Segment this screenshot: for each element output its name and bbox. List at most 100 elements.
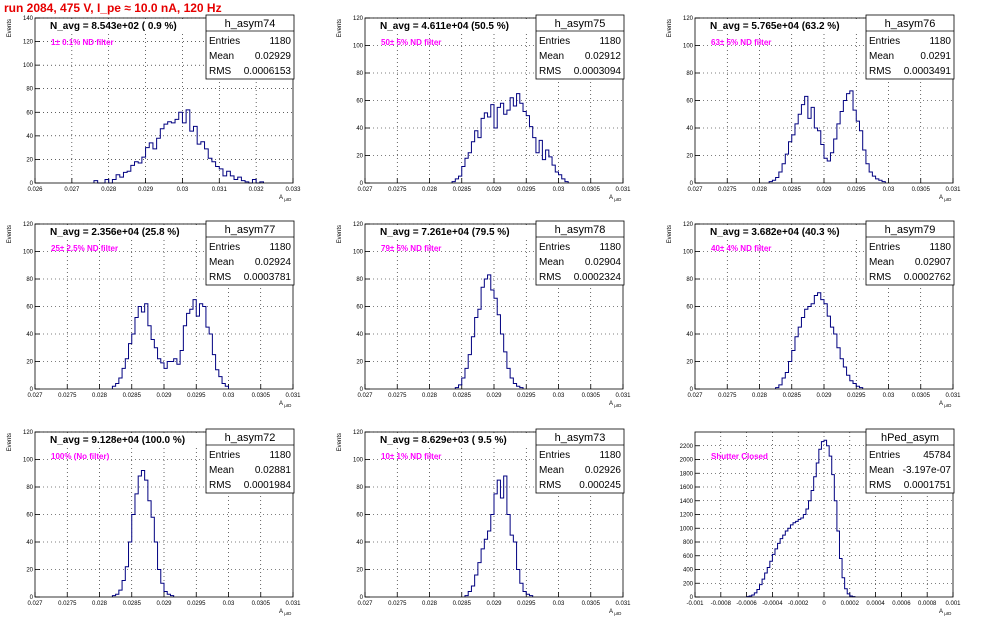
x-tick-label: 0.0295 (517, 393, 536, 399)
y-tick-label: 0 (690, 387, 694, 393)
plot-frame (364, 17, 624, 184)
mean-label: Mean (209, 465, 234, 476)
histogram-panel-h_asym78: 0.027 0.0275 0.028 0.0285 0.029 0.0295 0.03 0.0… (330, 220, 631, 424)
y-tick-label: 120 (23, 40, 34, 46)
histogram-panel-h_asym72: 0.027 0.0275 0.028 0.0285 0.029 0.0295 0.03 0.0… (0, 428, 301, 632)
y-tick-label: 40 (356, 126, 363, 132)
x-axis-label-main: A (279, 401, 283, 407)
navg-box (47, 433, 203, 446)
plot-area: 0.027 0.0275 0.028 0.0285 0.029 0.0295 0.03 0.0… (337, 220, 631, 408)
x-tick-label: 0.027 (64, 187, 80, 193)
y-tick-label: 20 (356, 568, 363, 574)
navg-label: N_avg = 2.356e+04 (25.8 %) (50, 227, 180, 238)
x-axis-label: A μID (609, 195, 622, 202)
x-axis-label: A μID (279, 609, 292, 616)
x-tick-label: 0.0285 (123, 393, 142, 399)
x-tick-label: 0.0305 (912, 187, 931, 193)
plot-frame (694, 17, 954, 184)
x-tick-label: 0.0305 (912, 393, 931, 399)
histogram-bars (746, 439, 856, 598)
y-tick-label: 800 (683, 540, 694, 546)
y-axis-label: Events (7, 225, 13, 243)
filter-annotation: 10± 1% ND filter (381, 452, 441, 461)
y-tick-label: 1400 (680, 499, 694, 505)
x-tick-label: 0.0275 (388, 187, 407, 193)
x-tick-label: 0.0305 (252, 601, 271, 607)
x-tick-label: 0.0275 (388, 601, 407, 607)
histogram-name: hPed_asym (881, 432, 939, 444)
y-tick-label: 0 (690, 181, 694, 187)
x-axis-label-sub: μID (613, 197, 622, 202)
mean-value: 0.02924 (255, 257, 292, 268)
x-axis-label-main: A (609, 401, 613, 407)
navg-label: N_avg = 8.543e+02 ( 0.9 %) (50, 21, 177, 32)
y-tick-label: 40 (26, 540, 33, 546)
x-tick-label: -0.0002 (788, 601, 809, 607)
x-tick-label: 0.03 (553, 393, 565, 399)
navg-label: N_avg = 7.261e+04 (79.5 %) (380, 227, 510, 238)
x-tick-label: 0.0295 (517, 601, 536, 607)
navg-box (377, 19, 533, 32)
y-tick-label: 400 (683, 568, 694, 574)
x-tick-label: 0.031 (945, 187, 961, 193)
y-tick-label: 100 (353, 44, 364, 50)
x-tick-label: 0.027 (357, 601, 373, 607)
x-tick-label: 0.0305 (582, 601, 601, 607)
histogram-bars (111, 470, 175, 597)
x-axis-label: A μID (609, 609, 622, 616)
x-tick-label: 0.026 (27, 187, 43, 193)
x-tick-label: 0.033 (285, 187, 301, 193)
x-tick-label: 0.0006 (892, 601, 911, 607)
y-axis-label: Events (337, 225, 343, 243)
mean-value: 0.02926 (585, 465, 622, 476)
x-tick-label: 0.0285 (123, 601, 142, 607)
y-tick-label: 20 (686, 360, 693, 366)
x-tick-label: 0.0002 (841, 601, 860, 607)
y-tick-label: 120 (683, 16, 694, 22)
y-tick-label: 60 (26, 305, 33, 311)
y-tick-label: 0 (360, 595, 364, 601)
x-axis-label-sub: μID (613, 611, 622, 616)
x-tick-label: -0.0004 (762, 601, 783, 607)
x-tick-label: 0.031 (615, 187, 631, 193)
x-tick-label: 0.031 (285, 601, 301, 607)
plot-area: 0.027 0.0275 0.028 0.0285 0.029 0.0295 0.03 0.0… (667, 220, 961, 408)
y-tick-label: 0 (30, 387, 34, 393)
y-tick-label: 0 (690, 595, 694, 601)
histogram-name: h_asym75 (555, 18, 606, 30)
entries-label: Entries (209, 36, 240, 47)
x-tick-label: 0.0295 (517, 187, 536, 193)
histogram-panel-h_asym73: 0.027 0.0275 0.028 0.0285 0.029 0.0295 0.03 0.0… (330, 428, 631, 632)
stats-box: h_asym73 Entries 1180 Mean 0.02926 RMS 0.00024… (535, 428, 625, 494)
x-tick-label: 0.03 (223, 601, 235, 607)
histogram-svg: 0.027 0.0275 0.028 0.0285 0.029 0.0295 0.03 0.0… (667, 14, 961, 202)
histogram-bars (111, 299, 229, 389)
y-tick-label: 60 (686, 99, 693, 105)
x-tick-label: 0.0295 (187, 601, 206, 607)
stats-frame (535, 14, 625, 80)
y-tick-label: 120 (23, 222, 34, 228)
mean-value: 0.02907 (915, 257, 952, 268)
mean-value: 0.02912 (585, 51, 622, 62)
rms-value: 0.0003094 (574, 66, 622, 77)
x-tick-label: 0.027 (687, 393, 703, 399)
plot-area: -0.001 -0.0008 -0.0006 -0.0004 -0.0002 0 0.000… (680, 428, 961, 616)
plot-frame (694, 223, 954, 390)
plot-frame (34, 17, 294, 184)
histogram-svg: 0.027 0.0275 0.028 0.0285 0.029 0.0295 0.03 0.0… (337, 14, 631, 202)
entries-value: 1180 (599, 36, 621, 47)
histogram-bars (93, 109, 265, 184)
histogram-svg: 0.027 0.0275 0.028 0.0285 0.029 0.0295 0.03 0.0… (667, 220, 961, 408)
stats-frame (205, 428, 295, 494)
y-tick-label: 20 (26, 568, 33, 574)
plot-area: 0.027 0.0275 0.028 0.0285 0.029 0.0295 0.03 0.0… (337, 428, 631, 616)
histogram-panel-h_asym75: 0.027 0.0275 0.028 0.0285 0.029 0.0295 0.03 0.0… (330, 14, 631, 218)
x-tick-label: 0.031 (945, 393, 961, 399)
x-tick-label: 0.032 (249, 187, 265, 193)
x-tick-label: 0.03 (177, 187, 189, 193)
y-tick-label: 1200 (680, 513, 694, 519)
x-tick-label: 0.0275 (388, 393, 407, 399)
filter-annotation: 50± 5% ND filter (381, 38, 441, 47)
run-title: run 2084, 475 V, I_pe ≈ 10.0 nA, 120 Hz (4, 1, 222, 15)
x-axis-label-main: A (609, 609, 613, 615)
